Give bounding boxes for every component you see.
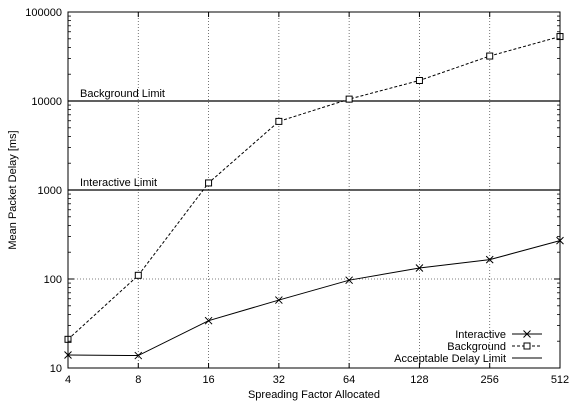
marker-stroke [485,255,494,264]
tick-layer: 4 8 16 32 64 128 256 512 10 100 1000 10000 100000 [25,7,569,386]
marker-stroke [134,351,143,360]
data-point-background [275,117,283,125]
y-axis-label: Mean Packet Delay [ms] [7,130,19,249]
y-tick-label: 10000 [31,96,62,108]
reference-lines: Background Limit Interactive Limit [68,88,560,191]
data-point-interactive [415,264,424,272]
x-axis-label: Spreading Factor Allocated [248,389,380,401]
data-point-interactive [134,351,143,360]
data-point-interactive [345,276,353,285]
data-point-interactive [485,255,494,264]
legend-label-1: Interactive [455,329,506,341]
x-tick-label: 32 [273,374,285,386]
legend-marker-1 [523,330,531,338]
data-point-background [134,271,142,279]
legend-marker-2 [523,342,531,350]
reference-line-label-1: Background Limit [80,88,165,100]
data-point-background [415,76,423,84]
legend-label-2: Background [447,341,506,353]
y-tick-label: 1000 [38,185,62,197]
y-tick-label: 10 [50,363,62,375]
data-point-interactive [204,316,213,325]
marker-stroke [345,276,353,285]
x-tick-label: 512 [551,374,569,386]
data-point-background [205,179,213,187]
x-tick-label: 16 [202,374,214,386]
series-interactive [64,236,564,360]
x-tick-label: 4 [65,374,71,386]
data-point-background [345,95,353,103]
data-point-interactive [275,296,283,304]
legend-label-3: Acceptable Delay Limit [394,353,506,365]
x-tick-label: 8 [135,374,141,386]
y-tick-label: 100 [44,274,62,286]
series-line-interactive [67,240,561,357]
marker-stroke [275,296,283,304]
series-layer [64,33,564,360]
y-tick-label: 100000 [25,7,62,19]
data-point-background [486,52,494,60]
x-tick-label: 64 [343,374,355,386]
marker-stroke [415,264,424,272]
reference-line-label-2: Interactive Limit [80,177,157,189]
marker-stroke [204,316,213,325]
x-tick-label: 256 [481,374,499,386]
x-tick-label: 128 [410,374,428,386]
series-line-background [67,36,561,340]
marker-stroke [523,330,531,338]
